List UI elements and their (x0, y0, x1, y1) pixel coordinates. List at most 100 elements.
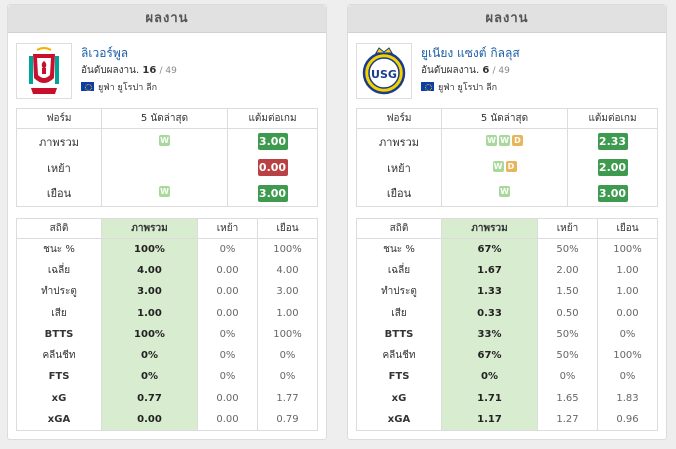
eu-flag-icon (421, 82, 434, 91)
form-result-badge[interactable]: W (159, 186, 170, 198)
form-header-label: ฟอร์ม (356, 108, 442, 129)
stats-row: xG 0.77 0.00 1.77 (16, 387, 318, 409)
stat-overall: 1.67 (441, 259, 538, 282)
stat-label: เฉลี่ย (356, 259, 442, 282)
stat-overall: 0% (101, 344, 198, 367)
stat-home: 2.00 (537, 259, 598, 282)
stats-row: ทำประตู 1.33 1.50 1.00 (356, 281, 658, 303)
stats-row: xGA 0.00 0.00 0.79 (16, 408, 318, 431)
stat-overall: 3.00 (101, 281, 198, 303)
ppg-cell: 2.00 (567, 154, 658, 181)
stat-label: ชนะ % (356, 238, 442, 260)
stat-home: 0.50 (537, 302, 598, 324)
stat-label: เฉลี่ย (16, 259, 102, 282)
form-header-ppg: แต้มต่อเกม (227, 108, 318, 129)
stats-row: เฉลี่ย 1.67 2.00 1.00 (356, 259, 658, 282)
form-row-label: เหย้า (356, 154, 442, 181)
stat-overall: 1.71 (441, 387, 538, 409)
form-row-away: เยือน W 3.00 (356, 180, 658, 207)
stat-label: FTS (356, 366, 442, 388)
stat-away: 0% (597, 366, 658, 388)
form-table: ฟอร์ม 5 นัดล่าสุด แต้มต่อเกม ภาพรวม W 3.… (16, 108, 318, 207)
stat-away: 0% (257, 366, 318, 388)
stats-row: FTS 0% 0% 0% (356, 366, 658, 388)
form-result-badge[interactable]: W (499, 134, 510, 146)
league-info: ยูฟ่า ยูโรปา ลีก (421, 80, 497, 94)
stat-overall: 100% (101, 323, 198, 345)
form-header-last5: 5 นัดล่าสุด (441, 108, 568, 129)
stats-row: xG 1.71 1.65 1.83 (356, 387, 658, 409)
stats-header-away[interactable]: เยือน (597, 218, 658, 239)
stats-row: ชนะ % 67% 50% 100% (356, 238, 658, 260)
stats-header-overall[interactable]: ภาพรวม (101, 218, 198, 239)
stats-header-home[interactable]: เหย้า (197, 218, 258, 239)
ppg-badge: 3.00 (597, 184, 628, 202)
stat-overall: 1.33 (441, 281, 538, 303)
stat-label: FTS (16, 366, 102, 388)
ppg-cell: 0.00 (227, 154, 318, 181)
stat-home: 0% (197, 323, 258, 345)
form-result-badge[interactable]: W (499, 186, 510, 198)
rank-label: อันดับผลงาน. (421, 65, 480, 76)
stat-home: 0.00 (197, 387, 258, 409)
form-result-badge[interactable]: W (492, 160, 504, 172)
rank-value: 16 (142, 65, 157, 76)
form-results (101, 154, 228, 181)
stats-row: เสีย 0.33 0.50 0.00 (356, 302, 658, 324)
stats-table: สถิติ ภาพรวม เหย้า เยือน ชนะ % 100% 0% 100%… (16, 218, 318, 431)
stat-home: 50% (537, 238, 598, 260)
stat-home: 0% (197, 344, 258, 367)
stats-header-overall[interactable]: ภาพรวม (441, 218, 538, 239)
form-result-badge[interactable]: W (486, 134, 497, 146)
stat-away: 1.00 (257, 302, 318, 324)
form-result-badge[interactable]: D (505, 160, 517, 172)
stat-away: 0% (257, 344, 318, 367)
stats-row: เสีย 1.00 0.00 1.00 (16, 302, 318, 324)
stats-row: BTTS 100% 0% 100% (16, 323, 318, 345)
stat-overall: 0% (441, 366, 538, 388)
rank-label: อันดับผลงาน. (81, 65, 140, 76)
ppg-cell: 2.33 (567, 128, 658, 155)
union-sg-crest-icon[interactable]: USG (356, 43, 412, 99)
stats-row: เฉลี่ย 4.00 0.00 4.00 (16, 259, 318, 282)
league-name[interactable]: ยูฟ่า ยูโรปา ลีก (98, 83, 158, 93)
stat-away: 0.79 (257, 408, 318, 431)
team-name-link[interactable]: ลิเวอร์พูล (81, 46, 129, 60)
form-header-label: ฟอร์ม (16, 108, 102, 129)
rank-total: / 49 (159, 66, 177, 76)
stat-overall: 100% (101, 238, 198, 260)
stat-label: BTTS (16, 323, 102, 345)
stat-home: 50% (537, 323, 598, 345)
stats-row: คลีนชีท 67% 50% 100% (356, 344, 658, 367)
stats-header-label: สถิติ (16, 218, 102, 239)
stat-overall: 33% (441, 323, 538, 345)
stat-away: 100% (257, 323, 318, 345)
panel-header: ผลงาน (8, 5, 326, 33)
stats-header-home[interactable]: เหย้า (537, 218, 598, 239)
form-results: W (441, 180, 568, 207)
stats-header-away[interactable]: เยือน (257, 218, 318, 239)
ppg-cell: 3.00 (227, 180, 318, 207)
form-row-home: เหย้า 0.00 (16, 154, 318, 181)
form-row-label: ภาพรวม (16, 128, 102, 155)
league-name[interactable]: ยูฟ่า ยูโรปา ลีก (438, 83, 498, 93)
stat-away: 100% (257, 238, 318, 260)
liverpool-crest-icon[interactable] (16, 43, 72, 99)
stat-overall: 0% (101, 366, 198, 388)
stat-label: xGA (16, 408, 102, 431)
team-performance-panel-right: ผลงาน USG ยูเนียง แซงต์ กิลลุส อันดับผลง… (347, 4, 667, 440)
rank-total: / 49 (492, 66, 510, 76)
stat-label: ชนะ % (16, 238, 102, 260)
eu-flag-icon (81, 82, 94, 91)
stat-label: BTTS (356, 323, 442, 345)
team-name-link[interactable]: ยูเนียง แซงต์ กิลลุส (421, 46, 520, 60)
stat-away: 0% (597, 323, 658, 345)
form-result-badge[interactable]: D (512, 134, 523, 146)
form-result-badge[interactable]: W (159, 134, 170, 146)
stat-overall: 1.00 (101, 302, 198, 324)
stat-away: 4.00 (257, 259, 318, 282)
stat-home: 0.00 (197, 259, 258, 282)
form-header-last5: 5 นัดล่าสุด (101, 108, 228, 129)
stats-row: xGA 1.17 1.27 0.96 (356, 408, 658, 431)
